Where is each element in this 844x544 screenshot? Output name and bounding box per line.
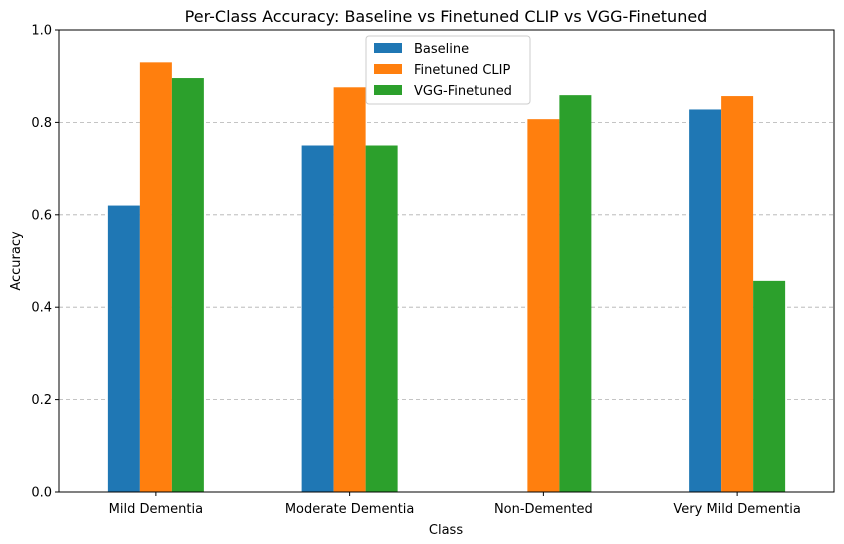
- bar-baseline: [689, 109, 722, 493]
- y-tick-label: 1.0: [31, 24, 52, 39]
- bar-vgg-finetuned: [365, 145, 398, 492]
- bars: [107, 62, 786, 493]
- y-axis-label: Accuracy: [9, 231, 24, 291]
- legend-label: Finetuned CLIP: [414, 63, 510, 78]
- x-tick-label: Very Mild Dementia: [673, 502, 800, 517]
- legend-label: VGG-Finetuned: [414, 84, 512, 99]
- legend-box: [365, 35, 531, 105]
- y-tick-label: 0.4: [31, 301, 52, 316]
- legend-swatch: [374, 64, 402, 74]
- bar-baseline: [301, 145, 334, 492]
- x-tick-label: Mild Dementia: [109, 502, 203, 517]
- x-axis-ticks: Mild Dementia Moderate Dementia Non-Dement…: [109, 492, 801, 517]
- x-tick-label: Non-Demented: [494, 502, 593, 517]
- x-tick-label: Moderate Dementia: [285, 502, 415, 517]
- legend-swatch: [374, 85, 402, 95]
- plot-frame: [58, 29, 835, 493]
- bar-vgg-finetuned: [753, 280, 786, 492]
- chart-title: Per-Class Accuracy: Baseline vs Finetune…: [185, 7, 708, 26]
- x-axis-label: Class: [429, 523, 463, 538]
- bar-vgg-finetuned: [559, 95, 592, 492]
- bar-baseline: [107, 205, 140, 492]
- y-tick-label: 0.6: [31, 208, 52, 223]
- bar-finetuned-clip: [139, 62, 172, 493]
- y-tick-label: 0.2: [31, 393, 52, 408]
- legend: Baseline Finetuned CLIP VGG-Finetuned: [365, 35, 531, 105]
- y-tick-label: 0.8: [31, 116, 52, 131]
- bar-vgg-finetuned: [171, 78, 204, 492]
- y-tick-label: 0.0: [31, 486, 52, 501]
- bar-finetuned-clip: [333, 87, 366, 493]
- legend-label: Baseline: [414, 42, 469, 57]
- bar-finetuned-clip: [527, 119, 560, 492]
- y-axis-ticks: 0.0 0.2 0.4 0.6 0.8 1.0: [31, 24, 59, 501]
- legend-swatch: [374, 43, 402, 53]
- bar-finetuned-clip: [721, 96, 754, 492]
